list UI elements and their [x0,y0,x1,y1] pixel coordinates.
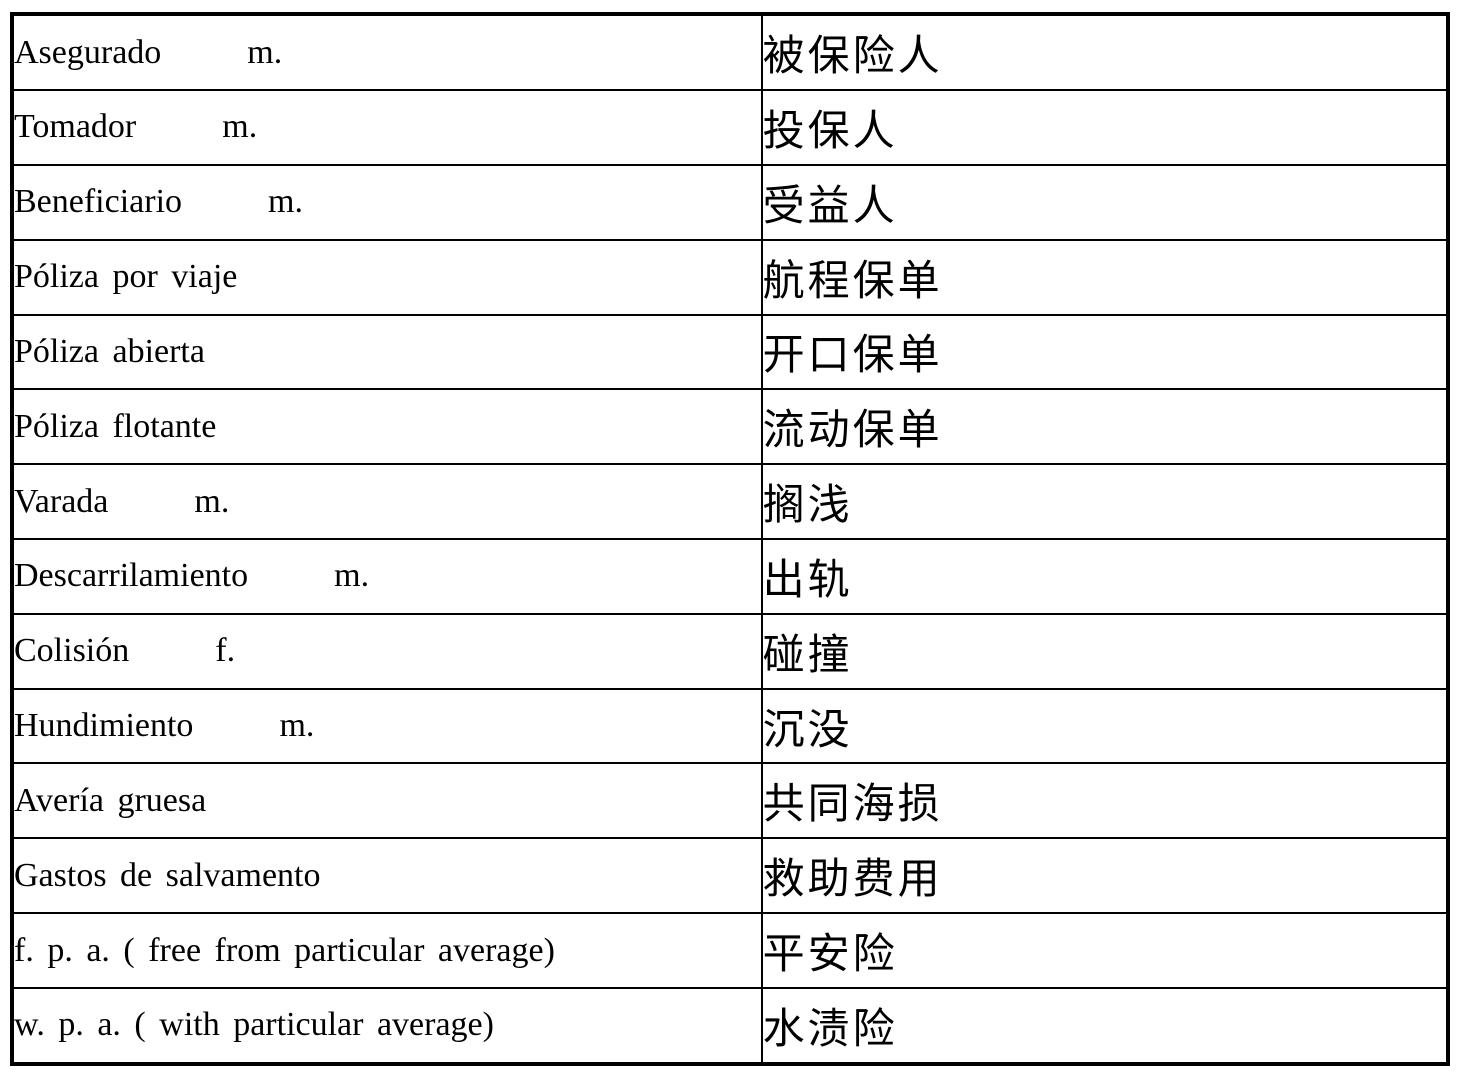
gender-abbreviation: m. [279,707,315,745]
spanish-term: Gastos de salvamento [14,856,321,894]
chinese-translation: 共同海损 [762,780,943,828]
spanish-term-cell: Póliza flotante [11,388,763,466]
table-row: Hundimiento m. 沉没 [11,687,1450,765]
chinese-translation: 流动保单 [762,406,943,454]
spanish-term-cell: Asegurado m. [11,12,763,92]
chinese-translation-cell: 受益人 [760,163,1450,241]
table-row: Gastos de salvamento 救助费用 [11,837,1450,915]
spanish-term-cell: Póliza por viaje [11,238,763,316]
table-row: Tomador m. 投保人 [11,89,1450,166]
chinese-translation: 搁浅 [762,481,853,529]
chinese-translation-cell: 航程保单 [760,238,1450,316]
spanish-term-cell: Tomador m. [11,89,763,166]
table-row: Póliza por viaje 航程保单 [11,238,1450,316]
spanish-term: w. p. a. ( with particular average) [14,1006,494,1044]
chinese-translation-cell: 碰撞 [760,612,1450,690]
spanish-term-cell: w. p. a. ( with particular average) [11,986,763,1066]
chinese-translation-cell: 开口保单 [760,313,1450,391]
chinese-translation-cell: 出轨 [760,537,1450,615]
spanish-term: f. p. a. ( free from particular average) [14,931,555,969]
spanish-term: Tomador [14,108,137,146]
spanish-term-cell: f. p. a. ( free from particular average) [11,912,763,989]
table-row: Varada m. 搁浅 [11,463,1450,540]
chinese-translation: 出轨 [762,555,853,603]
gender-abbreviation: m. [222,108,258,146]
chinese-translation-cell: 流动保单 [760,388,1450,466]
chinese-translation: 受益人 [762,181,898,229]
table-row: w. p. a. ( with particular average) 水渍险 [11,986,1450,1066]
chinese-translation: 航程保单 [762,256,943,304]
chinese-translation-cell: 平安险 [760,912,1450,989]
table-row: Descarrilamiento m. 出轨 [11,537,1450,615]
gender-abbreviation: f. [215,632,236,670]
chinese-translation: 沉没 [762,705,853,753]
spanish-term-cell: Descarrilamiento m. [11,537,763,615]
spanish-term: Póliza abierta [14,332,205,370]
table-row: f. p. a. ( free from particular average)… [11,912,1450,989]
chinese-translation: 碰撞 [762,630,853,678]
spanish-term: Avería gruesa [14,781,207,819]
spanish-term: Descarrilamiento [14,557,249,595]
gender-abbreviation: m. [194,482,230,520]
spanish-term-cell: Póliza abierta [11,313,763,391]
chinese-translation: 平安险 [762,930,898,978]
table-row: Colisión f. 碰撞 [11,612,1450,690]
spanish-term-cell: Gastos de salvamento [11,837,763,915]
chinese-translation-cell: 被保险人 [760,12,1450,92]
spanish-term: Beneficiario [14,183,183,221]
chinese-translation-cell: 水渍险 [760,986,1450,1066]
spanish-term-cell: Colisión f. [11,612,763,690]
gender-abbreviation: m. [334,557,370,595]
table-row: Póliza abierta 开口保单 [11,313,1450,391]
table-row: Asegurado m. 被保险人 [11,12,1450,92]
chinese-translation-cell: 搁浅 [760,463,1450,540]
gender-abbreviation: m. [247,33,283,71]
chinese-translation-cell: 共同海损 [760,762,1450,840]
vocabulary-table: Asegurado m. 被保险人 Tomador m. 投保人 Beneficia… [10,12,1450,1066]
chinese-translation: 投保人 [762,106,898,154]
table-row: Póliza flotante 流动保单 [11,388,1450,466]
chinese-translation-cell: 投保人 [760,89,1450,166]
chinese-translation-cell: 救助费用 [760,837,1450,915]
spanish-term: Póliza por viaje [14,258,238,296]
spanish-term-cell: Beneficiario m. [11,163,763,241]
chinese-translation: 水渍险 [762,1004,898,1052]
table-row: Avería gruesa 共同海损 [11,762,1450,840]
chinese-translation-cell: 沉没 [760,687,1450,765]
spanish-term: Hundimiento [14,707,194,745]
spanish-term: Asegurado [14,33,162,71]
spanish-term: Varada [14,482,109,520]
spanish-term-cell: Varada m. [11,463,763,540]
chinese-translation: 救助费用 [762,855,943,903]
table-row: Beneficiario m. 受益人 [11,163,1450,241]
spanish-term-cell: Hundimiento m. [11,687,763,765]
spanish-term: Colisión [14,632,130,670]
chinese-translation: 开口保单 [762,331,943,379]
chinese-translation: 被保险人 [762,32,943,79]
spanish-term-cell: Avería gruesa [11,762,763,840]
gender-abbreviation: m. [268,183,303,221]
spanish-term: Póliza flotante [14,407,217,445]
